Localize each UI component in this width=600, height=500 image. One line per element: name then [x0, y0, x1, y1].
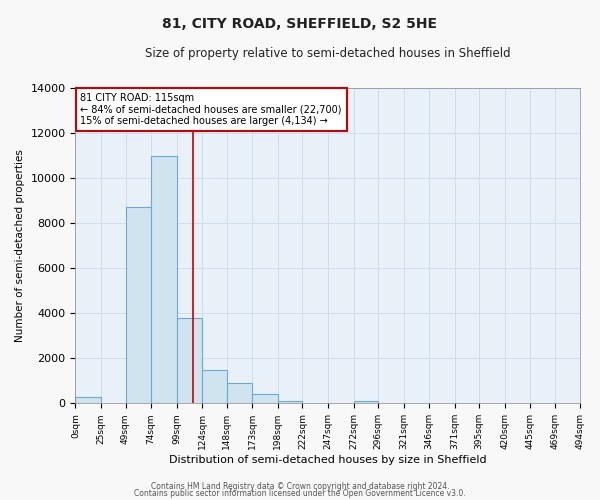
Bar	[202, 370, 227, 404]
Bar	[125, 208, 151, 404]
X-axis label: Distribution of semi-detached houses by size in Sheffield: Distribution of semi-detached houses by …	[169, 455, 487, 465]
Title: Size of property relative to semi-detached houses in Sheffield: Size of property relative to semi-detach…	[145, 48, 511, 60]
Text: 81, CITY ROAD, SHEFFIELD, S2 5HE: 81, CITY ROAD, SHEFFIELD, S2 5HE	[163, 18, 437, 32]
Bar	[278, 401, 302, 404]
Text: Contains public sector information licensed under the Open Government Licence v3: Contains public sector information licen…	[134, 488, 466, 498]
Bar	[151, 156, 176, 404]
Text: 81 CITY ROAD: 115sqm
← 84% of semi-detached houses are smaller (22,700)
15% of s: 81 CITY ROAD: 115sqm ← 84% of semi-detac…	[80, 93, 342, 126]
Bar	[76, 396, 101, 404]
Bar	[227, 383, 252, 404]
Y-axis label: Number of semi-detached properties: Number of semi-detached properties	[15, 150, 25, 342]
Bar	[252, 394, 278, 404]
Bar	[176, 318, 202, 404]
Bar	[353, 401, 378, 404]
Text: Contains HM Land Registry data © Crown copyright and database right 2024.: Contains HM Land Registry data © Crown c…	[151, 482, 449, 491]
